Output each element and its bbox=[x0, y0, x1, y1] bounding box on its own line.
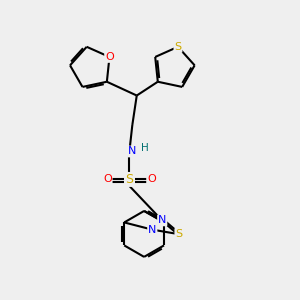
Text: S: S bbox=[125, 173, 134, 186]
Text: O: O bbox=[147, 174, 156, 184]
Text: S: S bbox=[175, 229, 182, 239]
Text: O: O bbox=[103, 174, 112, 184]
Text: N: N bbox=[158, 215, 166, 225]
Text: N: N bbox=[148, 225, 157, 235]
Text: O: O bbox=[105, 52, 114, 62]
Text: H: H bbox=[141, 143, 148, 153]
Text: N: N bbox=[128, 146, 136, 157]
Text: S: S bbox=[174, 42, 182, 52]
